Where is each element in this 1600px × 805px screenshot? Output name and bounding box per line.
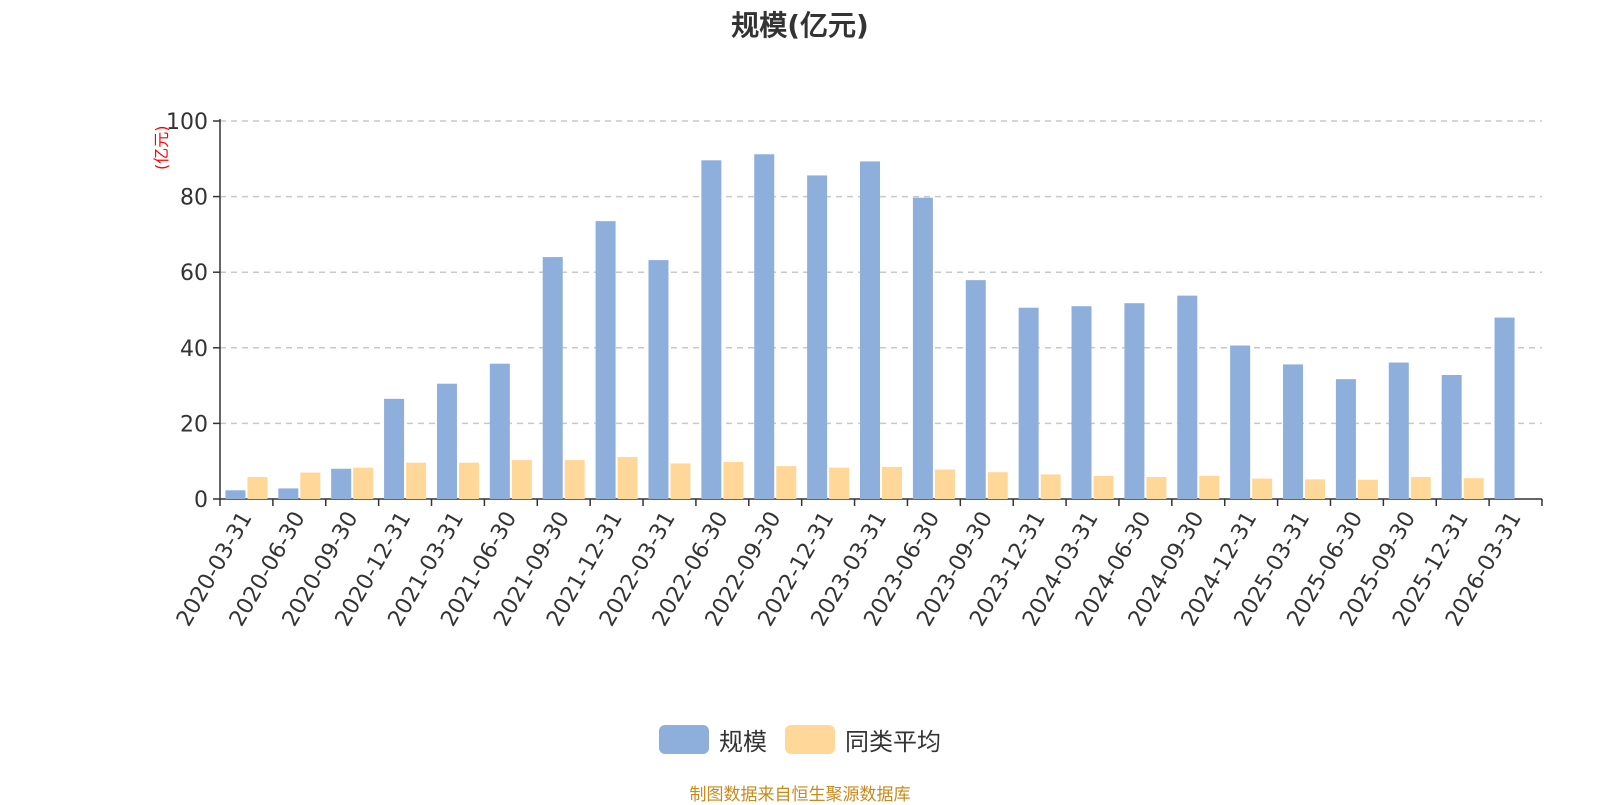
bar-peer-average [934, 469, 955, 499]
bar-scale [436, 383, 457, 499]
bar-peer-average [987, 472, 1008, 499]
bar-scale [1018, 307, 1039, 499]
bar-peer-average [1410, 477, 1431, 499]
bar-peer-average [1040, 474, 1061, 499]
bar-peer-average [617, 457, 638, 499]
legend: 规模 同类平均 [0, 722, 1600, 757]
bar-peer-average [511, 460, 532, 499]
y-tick-label: 20 [180, 412, 208, 437]
legend-label-peer-average: 同类平均 [845, 728, 941, 756]
bar-scale [1124, 303, 1145, 499]
bar-scale [384, 398, 405, 499]
y-tick-label: 100 [166, 110, 208, 135]
y-tick-label: 80 [180, 186, 208, 211]
bar-scale [648, 260, 669, 499]
bar-peer-average [406, 462, 427, 499]
bar-peer-average [300, 472, 321, 499]
bar-peer-average [1199, 475, 1220, 499]
bar-scale [965, 280, 986, 499]
bar-scale [1283, 364, 1304, 499]
y-tick-label: 40 [180, 337, 208, 362]
bar-scale [860, 161, 880, 500]
bar-peer-average [670, 463, 691, 499]
bar-peer-average [564, 460, 585, 499]
bar-peer-average [829, 467, 850, 499]
bar-scale [331, 468, 352, 499]
bar-peer-average [1146, 477, 1167, 499]
bar-peer-average [353, 467, 374, 499]
bar-peer-average [723, 461, 744, 499]
data-source-note: 制图数据来自恒生聚源数据库 [689, 785, 911, 805]
legend-item-peer-average[interactable]: 同类平均 [785, 722, 941, 757]
bar-scale [807, 175, 828, 499]
bar-peer-average [1305, 479, 1326, 499]
legend-swatch-scale [659, 725, 709, 754]
bar-scale [1441, 375, 1462, 499]
bar-peer-average [1252, 478, 1273, 499]
bar-scale [1494, 317, 1515, 499]
legend-swatch-peer-average [785, 725, 835, 754]
bar-peer-average [1093, 475, 1114, 499]
bar-peer-average [1357, 479, 1378, 499]
bar-scale [595, 221, 616, 500]
bar-peer-average [882, 466, 902, 499]
bar-peer-average [1463, 478, 1484, 499]
bar-scale [1177, 295, 1198, 499]
bar-scale [225, 490, 246, 499]
y-tick-label: 0 [194, 488, 208, 513]
bar-scale [278, 488, 299, 499]
bar-peer-average [247, 477, 268, 499]
bar-scale [1388, 362, 1409, 499]
bar-scale [701, 160, 722, 499]
bar-scale [1230, 345, 1251, 499]
bar-scale [912, 197, 933, 499]
bar-scale [1071, 306, 1092, 499]
bar-scale [542, 257, 563, 499]
legend-item-scale[interactable]: 规模 [659, 722, 767, 757]
bar-peer-average [458, 462, 479, 499]
bar-peer-average [776, 466, 797, 499]
bar-scale [489, 363, 510, 499]
legend-label-scale: 规模 [719, 728, 767, 756]
bar-scale [754, 154, 775, 499]
bar-scale [1335, 379, 1356, 499]
chart-title: 规模(亿元) [731, 9, 869, 42]
y-tick-label: 60 [180, 261, 208, 286]
